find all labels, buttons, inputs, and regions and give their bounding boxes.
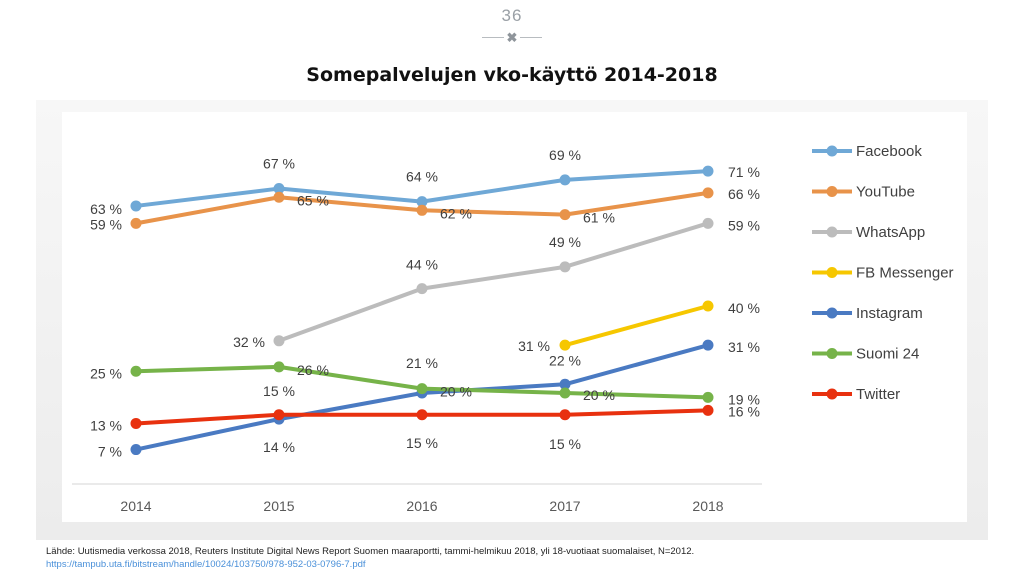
data-label: 14 % <box>263 439 295 455</box>
line-chart: 2014 2015 2016 2017 2018 63 % 67 % 64 % 69 % 71 %… <box>72 143 954 514</box>
x-tick-label: 2014 <box>120 498 151 514</box>
data-point <box>702 165 714 177</box>
data-label: 62 % <box>440 205 472 221</box>
data-point <box>702 300 714 312</box>
data-point <box>702 391 714 403</box>
x-tick-label: 2017 <box>549 498 580 514</box>
data-label: 31 % <box>728 339 760 355</box>
legend-marker-youtube <box>826 186 838 197</box>
data-label: 13 % <box>90 417 122 433</box>
data-point <box>130 217 142 229</box>
x-mark-icon: ✖ <box>504 30 520 46</box>
data-label: 16 % <box>728 403 760 419</box>
data-point <box>273 183 285 195</box>
legend-label-youtube: YouTube <box>856 184 915 201</box>
data-point <box>130 417 142 429</box>
data-label: 63 % <box>90 201 122 217</box>
data-point <box>273 191 285 203</box>
legend-label-twitter: Twitter <box>856 386 900 403</box>
data-point <box>273 361 285 373</box>
chart-panel: 2014 2015 2016 2017 2018 63 % 67 % 64 % 69 % 71 %… <box>62 112 967 522</box>
data-point <box>702 339 714 351</box>
x-tick-label: 2016 <box>406 498 437 514</box>
data-point <box>416 196 428 208</box>
data-label: 66 % <box>728 186 760 202</box>
data-point <box>559 387 571 399</box>
data-label: 59 % <box>90 216 122 232</box>
legend-marker-facebook <box>826 145 838 157</box>
data-point <box>702 404 714 416</box>
data-label: 59 % <box>728 217 760 233</box>
data-label: 22 % <box>549 352 581 368</box>
data-label: 61 % <box>583 210 615 226</box>
data-point <box>273 409 285 421</box>
data-point <box>416 383 428 395</box>
legend-label-fb-messenger: FB Messenger <box>856 265 954 282</box>
legend-marker-suomi-24 <box>826 348 838 359</box>
legend-label-facebook: Facebook <box>856 143 922 160</box>
data-label: 44 % <box>406 257 438 273</box>
x-tick-label: 2015 <box>263 498 294 514</box>
data-point <box>559 339 571 351</box>
data-label: 71 % <box>728 164 760 180</box>
page-number: 36 <box>501 6 523 25</box>
legend-marker-fb-messenger <box>826 267 838 278</box>
data-label: 26 % <box>297 362 329 378</box>
data-point <box>559 261 571 273</box>
data-point <box>130 444 142 456</box>
data-label: 25 % <box>90 365 122 381</box>
data-label: 65 % <box>297 192 329 208</box>
data-point <box>416 283 428 295</box>
legend-marker-instagram <box>826 307 838 319</box>
series-line-whatsapp <box>278 221 709 343</box>
series-line-fb-messenger <box>564 304 709 348</box>
legend-marker-twitter <box>826 388 838 400</box>
data-label: 15 % <box>406 435 438 451</box>
data-label: 64 % <box>406 169 438 185</box>
source-link[interactable]: https://tampub.uta.fi/bitstream/handle/1… <box>46 559 366 570</box>
data-label: 69 % <box>549 147 581 163</box>
data-label: 15 % <box>549 436 581 452</box>
data-point <box>130 200 142 212</box>
data-point <box>702 187 714 199</box>
data-label: 20 % <box>583 387 615 403</box>
data-point <box>416 204 428 216</box>
data-label: 67 % <box>263 156 295 172</box>
data-label: 7 % <box>98 444 122 460</box>
data-label: 20 % <box>440 384 472 400</box>
legend-label-whatsapp: WhatsApp <box>856 224 925 241</box>
legend-marker-whatsapp <box>826 226 838 238</box>
data-point <box>416 409 428 421</box>
data-label: 49 % <box>549 234 581 250</box>
data-point <box>702 217 714 229</box>
data-point <box>559 174 571 186</box>
data-label: 32 % <box>233 334 265 350</box>
data-point <box>273 335 285 347</box>
data-label: 40 % <box>728 300 760 316</box>
chart-title: Somepalvelujen vko-käyttö 2014-2018 <box>306 64 718 86</box>
legend-label-instagram: Instagram <box>856 305 923 322</box>
data-label: 19 % <box>728 391 760 407</box>
data-point <box>559 378 571 390</box>
data-label: 15 % <box>263 383 295 399</box>
data-point <box>559 409 571 421</box>
data-point <box>559 209 571 221</box>
source-text: Lähde: Uutismedia verkossa 2018, Reuters… <box>46 546 695 557</box>
data-label: 21 % <box>406 355 438 371</box>
legend-label-suomi-24: Suomi 24 <box>856 346 919 363</box>
data-label: 31 % <box>518 338 550 354</box>
x-tick-label: 2018 <box>692 498 723 514</box>
data-point <box>130 365 142 377</box>
